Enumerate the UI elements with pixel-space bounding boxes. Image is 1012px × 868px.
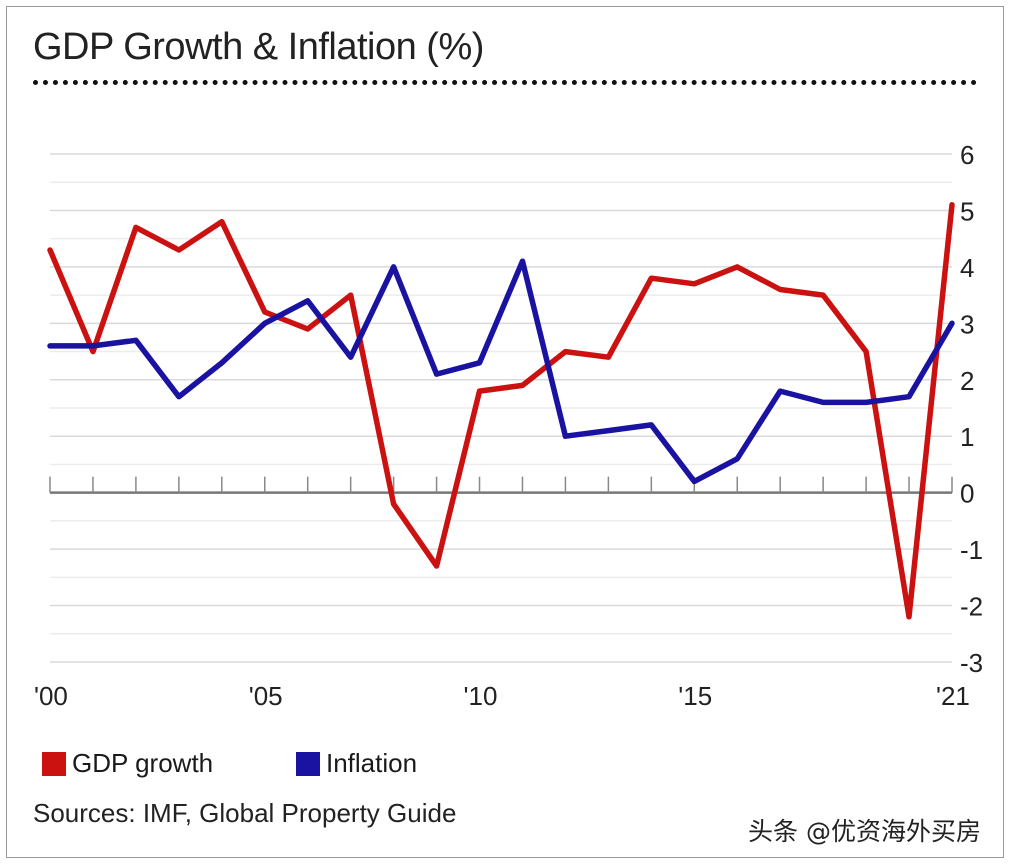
- legend-inflation-swatch: [296, 751, 320, 776]
- x-tick-label: '21: [936, 681, 970, 711]
- data-point-gdp-growth: [48, 247, 53, 252]
- data-point-inflation: [90, 343, 95, 348]
- y-tick-label: 3: [960, 309, 974, 339]
- data-point-inflation: [778, 389, 783, 394]
- data-point-gdp-growth: [90, 349, 95, 354]
- data-point-gdp-growth: [391, 501, 396, 506]
- data-point-inflation: [219, 360, 224, 365]
- legend-inflation: Inflation: [296, 748, 417, 779]
- x-tick-label: '15: [678, 681, 712, 711]
- data-point-gdp-growth: [219, 219, 224, 224]
- sources-note: Sources: IMF, Global Property Guide: [33, 798, 457, 828]
- data-point-inflation: [48, 343, 53, 348]
- data-point-gdp-growth: [907, 614, 912, 619]
- legend-gdp: GDP growth: [42, 748, 213, 779]
- data-point-gdp-growth: [133, 225, 138, 230]
- data-point-inflation: [563, 434, 568, 439]
- data-point-gdp-growth: [821, 293, 826, 298]
- data-point-inflation: [606, 428, 611, 433]
- data-point-gdp-growth: [649, 276, 654, 281]
- data-point-inflation: [133, 338, 138, 343]
- data-point-gdp-growth: [735, 264, 740, 269]
- data-point-inflation: [950, 321, 955, 326]
- data-point-gdp-growth: [864, 349, 869, 354]
- data-point-gdp-growth: [176, 247, 181, 252]
- y-tick-label: -3: [960, 648, 983, 678]
- data-point-gdp-growth: [692, 281, 697, 286]
- data-point-gdp-growth: [305, 326, 310, 331]
- data-point-inflation: [391, 264, 396, 269]
- x-tick-label: '10: [464, 681, 498, 711]
- data-point-inflation: [821, 400, 826, 405]
- x-tick-label: '05: [249, 681, 283, 711]
- data-point-gdp-growth: [606, 355, 611, 360]
- data-point-inflation: [649, 422, 654, 427]
- y-tick-label: 0: [960, 479, 974, 509]
- y-tick-label: 5: [960, 196, 974, 226]
- series-line-gdp-growth: [47, 202, 955, 620]
- data-point-inflation: [348, 355, 353, 360]
- data-point-inflation: [735, 456, 740, 461]
- data-point-inflation: [477, 360, 482, 365]
- y-tick-label: 1: [960, 422, 974, 452]
- x-tick-label: '00: [34, 681, 68, 711]
- y-tick-label: 4: [960, 253, 974, 283]
- data-point-inflation: [692, 479, 697, 484]
- data-point-gdp-growth: [520, 383, 525, 388]
- data-point-inflation: [864, 400, 869, 405]
- series-line-inflation: [47, 258, 955, 485]
- watermark: 头条 @优资海外买房: [748, 817, 981, 846]
- y-tick-label: 2: [960, 366, 974, 396]
- data-point-gdp-growth: [262, 310, 267, 315]
- data-point-gdp-growth: [348, 293, 353, 298]
- data-point-inflation: [305, 298, 310, 303]
- data-point-inflation: [262, 321, 267, 326]
- data-point-gdp-growth: [563, 349, 568, 354]
- data-point-inflation: [434, 372, 439, 377]
- y-tick-label: -1: [960, 535, 983, 565]
- data-point-gdp-growth: [778, 287, 783, 292]
- legend-gdp-label: GDP growth: [72, 748, 214, 778]
- data-point-inflation: [520, 259, 525, 264]
- y-tick-label: 6: [960, 140, 974, 170]
- data-point-inflation: [907, 394, 912, 399]
- chart-frame: [6, 6, 1004, 858]
- data-point-inflation: [176, 394, 181, 399]
- data-point-gdp-growth: [477, 389, 482, 394]
- chart-title: GDP Growth & Inflation (%): [33, 26, 484, 68]
- title-divider: [33, 80, 977, 85]
- legend-inflation-label: Inflation: [326, 748, 418, 778]
- y-tick-label: -2: [960, 592, 983, 622]
- legend-gdp-swatch: [42, 751, 66, 776]
- data-point-gdp-growth: [950, 202, 955, 207]
- data-point-gdp-growth: [434, 564, 439, 569]
